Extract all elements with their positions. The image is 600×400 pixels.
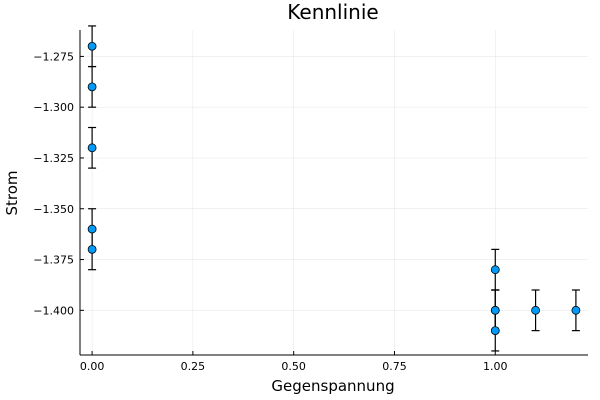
x-tick-label: 0.00 bbox=[80, 360, 105, 373]
y-tick-label: −1.400 bbox=[33, 304, 74, 317]
x-ticks: 0.00 0.25 0.50 0.75 1.00 bbox=[80, 351, 508, 373]
data-point bbox=[490, 305, 500, 315]
y-tick-label: −1.375 bbox=[33, 254, 74, 267]
x-tick-label: 0.25 bbox=[181, 360, 206, 373]
x-tick-label: 1.00 bbox=[483, 360, 508, 373]
data-point bbox=[87, 143, 97, 153]
data-point bbox=[490, 265, 500, 275]
data-points bbox=[87, 41, 581, 336]
data-point bbox=[87, 41, 97, 51]
axes bbox=[79, 30, 588, 356]
chart-title: Kennlinie bbox=[287, 0, 378, 24]
data-point bbox=[87, 224, 97, 234]
grid-lines bbox=[80, 30, 588, 355]
data-point bbox=[87, 244, 97, 254]
data-point bbox=[87, 82, 97, 92]
x-axis-label: Gegenspannung bbox=[271, 377, 394, 395]
x-tick-label: 0.50 bbox=[281, 360, 306, 373]
y-tick-label: −1.275 bbox=[33, 50, 74, 63]
y-tick-label: −1.325 bbox=[33, 152, 74, 165]
x-tick-label: 0.75 bbox=[382, 360, 407, 373]
data-point bbox=[531, 305, 540, 315]
data-point bbox=[571, 305, 581, 315]
y-ticks: −1.275 −1.300 −1.325 −1.350 −1.375 −1.400 bbox=[33, 50, 84, 317]
y-tick-label: −1.350 bbox=[33, 203, 74, 216]
data-point bbox=[490, 326, 500, 336]
y-tick-label: −1.300 bbox=[33, 101, 74, 114]
y-axis-label: Strom bbox=[3, 170, 21, 215]
